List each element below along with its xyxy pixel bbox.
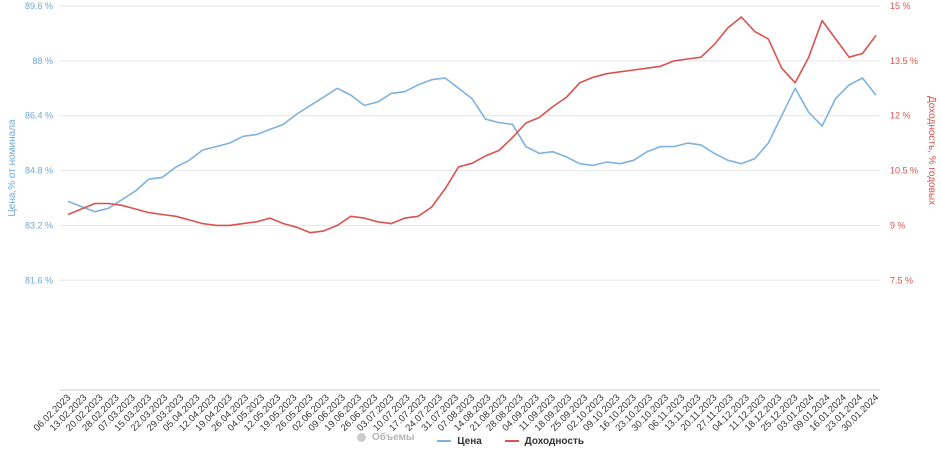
legend-volumes-label: Объемы — [371, 432, 415, 443]
right-axis-ticks: 15 % 13.5 % 12 % 10.5 % 9 % 7.5 % — [890, 1, 918, 285]
left-tick-label: 86.4 % — [25, 111, 53, 121]
legend: Объемы Цена Доходность — [0, 432, 941, 447]
left-tick-label: 89.6 % — [25, 1, 53, 11]
right-tick-label: 7.5 % — [890, 275, 913, 285]
right-tick-label: 12 % — [890, 111, 911, 121]
left-tick-label: 81.6 % — [25, 275, 53, 285]
right-tick-label: 10.5 % — [890, 166, 918, 176]
right-tick-label: 13.5 % — [890, 56, 918, 66]
left-axis-title: Цена,% от номинала — [7, 119, 18, 217]
right-axis-title: Доходность, % годовых — [926, 96, 937, 205]
legend-price-marker — [437, 440, 452, 442]
left-tick-label: 84.8 % — [25, 166, 53, 176]
price-series-line — [67, 77, 877, 213]
series-layer — [67, 16, 877, 234]
legend-item-volumes[interactable]: Объемы — [356, 432, 415, 443]
left-tick-label: 83.2 % — [25, 220, 53, 230]
left-axis-ticks: 89.6 % 88 % 86.4 % 84.8 % 83.2 % 81.6 % — [25, 1, 53, 285]
grid-lines — [60, 5, 880, 391]
legend-yield-label: Доходность — [524, 435, 584, 447]
legend-item-price[interactable]: Цена — [437, 436, 482, 447]
right-tick-label: 15 % — [890, 1, 911, 11]
legend-yield-marker — [504, 440, 519, 442]
right-tick-label: 9 % — [890, 220, 906, 230]
left-tick-label: 88 % — [32, 56, 53, 66]
yield-series-line — [67, 16, 877, 234]
legend-volumes-marker — [356, 433, 366, 442]
legend-price-label: Цена — [457, 435, 482, 447]
x-axis-ticks: 06.02.202313.02.202320.02.202328.02.2023… — [32, 392, 881, 433]
legend-item-yield[interactable]: Доходность — [504, 435, 584, 447]
